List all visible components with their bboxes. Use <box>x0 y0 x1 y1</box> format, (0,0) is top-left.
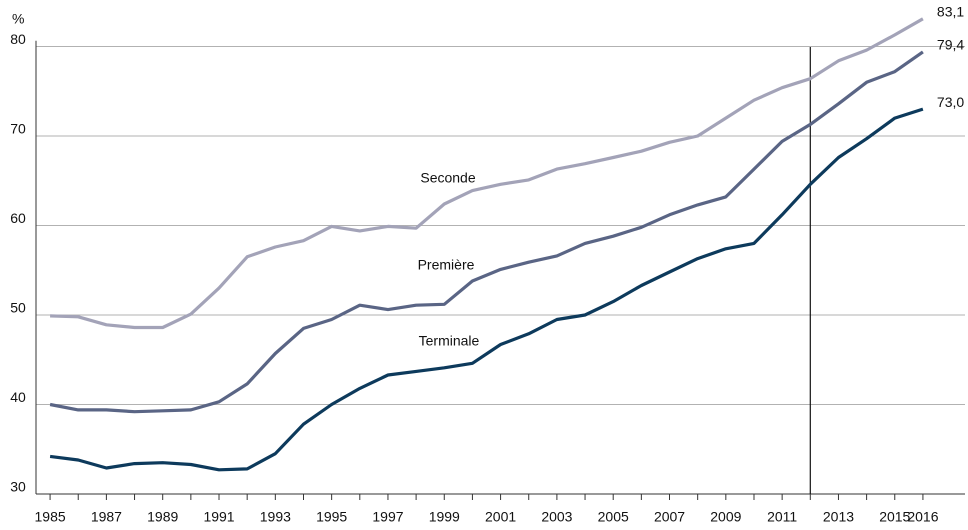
x-tick-label: 1989 <box>147 509 178 525</box>
x-tick-label: 1999 <box>429 509 460 525</box>
x-tick-label: 2009 <box>710 509 741 525</box>
end-label: 79,4 <box>937 37 964 53</box>
series-label: Première <box>418 257 475 273</box>
x-tick-label: 2007 <box>654 509 685 525</box>
x-tick-label: 1991 <box>203 509 234 525</box>
x-tick-label: 1985 <box>35 509 66 525</box>
y-tick-label: 30 <box>10 479 26 495</box>
x-tick-label: 2015 <box>879 509 910 525</box>
series-label: Terminale <box>419 333 480 349</box>
x-tick-label: 2001 <box>485 509 516 525</box>
y-tick-label: 70 <box>10 121 26 137</box>
series-line <box>49 107 924 472</box>
x-tick-label: 2016 <box>907 509 938 525</box>
x-tick-label: 2005 <box>598 509 629 525</box>
x-tick-label: 2011 <box>767 509 797 525</box>
y-tick-label: 50 <box>10 300 26 316</box>
end-label: 73,0 <box>937 94 964 110</box>
x-tick-label: 1987 <box>91 509 122 525</box>
series-line <box>50 17 924 330</box>
x-tick-label: 2003 <box>541 509 572 525</box>
y-tick-label: 40 <box>10 389 26 405</box>
series-line <box>49 50 924 414</box>
x-tick-label: 2013 <box>823 509 854 525</box>
end-label: 83,1 <box>937 3 964 19</box>
x-tick-label: 1997 <box>372 509 403 525</box>
series-label: Seconde <box>420 170 475 186</box>
y-tick-label: 80 <box>10 31 26 47</box>
x-tick-label: 1995 <box>316 509 347 525</box>
y-axis-label: % <box>12 11 24 27</box>
x-tick-label: 1993 <box>260 509 291 525</box>
y-tick-label: 60 <box>10 210 26 226</box>
